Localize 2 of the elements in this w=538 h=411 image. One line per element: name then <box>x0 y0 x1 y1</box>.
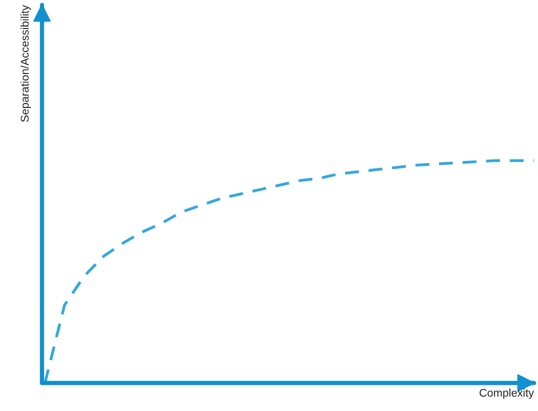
y-axis-title: Separation/Accessibility <box>20 5 31 122</box>
x-axis-title: Complexity <box>480 388 534 399</box>
